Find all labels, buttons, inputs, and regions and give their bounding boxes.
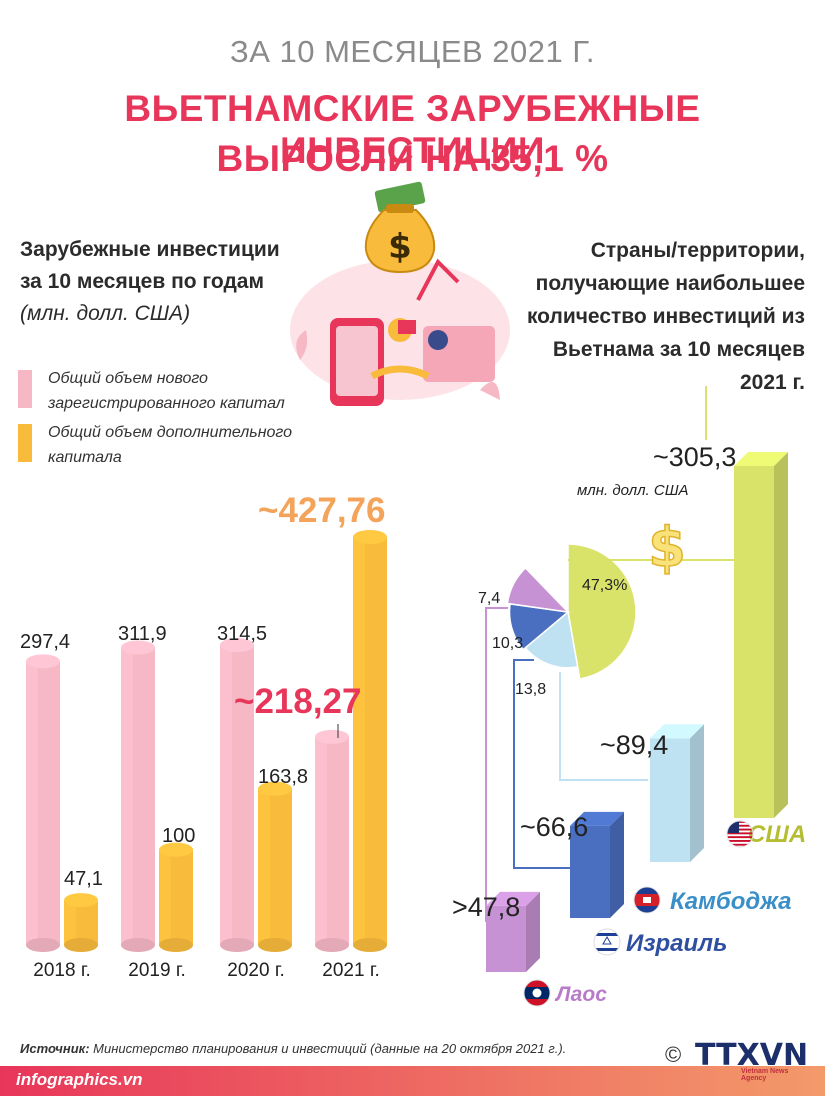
source-note: Источник: Министерство планирования и ин…	[20, 1041, 566, 1056]
bar-additional-4	[353, 530, 387, 952]
country-investment-bar-chart: ~305,3 ~89,4 ~66,6 >47,8 млн. долл. США США Ка…	[452, 442, 806, 1006]
country-unit-label: млн. долл. США	[577, 482, 689, 499]
country-value-label-1: ~305,3	[653, 442, 736, 472]
legend-label-new-capital-line2: зарегистрированного капитал	[48, 395, 285, 412]
pie-slice-4	[506, 566, 571, 614]
legend-label-new-capital-line1: Общий объем нового	[48, 370, 208, 387]
pie-to-bar-connectors	[485, 386, 736, 922]
legend-swatch-new-capital	[18, 370, 32, 408]
right-heading-line2: получающие наибольшее	[535, 272, 805, 295]
data-label-new-3: 314,5	[217, 623, 267, 645]
agency-logo: © TTXVN Vietnam News Agency	[665, 1038, 815, 1082]
pie-label-4: 7,4	[478, 590, 500, 607]
dollar-sign-icon: $	[647, 515, 686, 580]
bar-additional-3	[258, 781, 292, 952]
data-label-additional-3: 163,8	[258, 766, 308, 788]
data-label-additional-2: 100	[162, 825, 195, 847]
laos-flag-icon	[523, 979, 551, 1007]
period-subtitle: ЗА 10 МЕСЯЦЕВ 2021 Г.	[230, 34, 595, 69]
yearly-investment-bar-chart: 2018 г. 2019 г. 2020 г. 2021 г. 297,4 47,1 311…	[20, 491, 387, 981]
money-bag-icon: $	[364, 181, 436, 274]
right-heading-line5: 2021 г.	[739, 371, 805, 394]
bar-new-1	[26, 654, 60, 952]
pie-label-2: 13,8	[515, 681, 546, 698]
x-tick-label-3: 2020 г.	[227, 960, 284, 981]
right-heading: Страны/территории, получающие наибольшее…	[475, 234, 805, 399]
bar-additional-1	[64, 893, 98, 952]
country-name-1: США	[748, 821, 806, 848]
footer-site-link[interactable]: infographics.vn	[16, 1070, 143, 1089]
legend-label-additional-capital-line2: капитала	[48, 449, 122, 466]
bar-new-4	[315, 729, 349, 952]
right-heading-line4: Вьетнама за 10 месяцев	[552, 338, 805, 361]
left-heading-unit: (млн. долл. США)	[20, 302, 191, 325]
pie-label-1: 47,3%	[582, 577, 627, 594]
svg-text:$: $	[388, 227, 412, 267]
country-bar-4	[486, 891, 540, 972]
country-name-2: Камбоджа	[670, 888, 792, 915]
x-tick-label-1: 2018 г.	[33, 960, 90, 981]
page-title-line1: ВЬЕТНАМСКИЕ ЗАРУБЕЖНЫЕ ИНВЕСТИЦИИ	[124, 88, 701, 171]
bar-new-2	[121, 640, 155, 952]
left-heading-line2: за 10 месяцев по годам	[20, 270, 264, 293]
right-heading-line1: Страны/территории,	[590, 239, 805, 262]
left-heading-line1: Зарубежные инвестиции	[20, 238, 280, 261]
source-label: Источник:	[20, 1041, 90, 1056]
country-bar-1	[734, 452, 788, 818]
connector-line-4	[513, 659, 570, 869]
connector-line-3	[559, 672, 648, 781]
israel-flag-icon	[593, 928, 621, 956]
country-share-pie-chart: 47,3% 13,8 10,3 7,4	[478, 543, 637, 698]
right-heading-line3: количество инвестиций из	[526, 305, 805, 328]
cambodia-flag-icon	[633, 886, 661, 914]
country-name-3: Израиль	[626, 930, 727, 957]
connector-line-5	[485, 607, 508, 922]
bar-additional-2	[159, 842, 193, 952]
handshake-illustration	[290, 258, 510, 406]
country-bar-3	[570, 811, 624, 918]
source-text: Министерство планирования и инвестиций (…	[89, 1041, 567, 1056]
agency-name: TTXVN	[695, 1038, 809, 1073]
agency-subtitle: Vietnam News Agency	[741, 1068, 789, 1082]
legend-label-additional-capital-line1: Общий объем дополнительного	[48, 424, 293, 441]
pie-label-3: 10,3	[492, 635, 523, 652]
x-tick-label-4: 2021 г.	[322, 960, 379, 981]
svg-text:$: $	[648, 516, 686, 579]
footer-bar	[0, 1066, 825, 1096]
data-label-new-1: 297,4	[20, 631, 70, 653]
pie-slice-1	[567, 543, 637, 680]
legend-swatch-additional-capital	[18, 424, 32, 462]
left-heading: Зарубежные инвестиции за 10 месяцев по г…	[20, 234, 350, 330]
data-label-additional-4: ~427,76	[258, 491, 386, 530]
x-tick-label-2: 2019 г.	[128, 960, 185, 981]
country-value-label-4: >47,8	[452, 892, 520, 922]
pie-slice-2	[524, 610, 579, 669]
country-name-4: Лаос	[554, 983, 607, 1006]
country-bar-2	[650, 724, 704, 862]
data-label-new-2: 311,9	[118, 623, 167, 645]
page-title-line2: ВЫРОСЛИ НА 35,1 %	[216, 138, 609, 179]
country-value-label-3: ~66,6	[520, 812, 588, 842]
bar-new-3	[220, 638, 254, 952]
data-label-additional-1: 47,1	[64, 868, 103, 890]
country-value-label-2: ~89,4	[600, 730, 668, 760]
copyright-symbol: ©	[665, 1042, 682, 1067]
usa-flag-icon	[726, 820, 754, 848]
data-label-new-4: ~218,27	[234, 682, 362, 721]
